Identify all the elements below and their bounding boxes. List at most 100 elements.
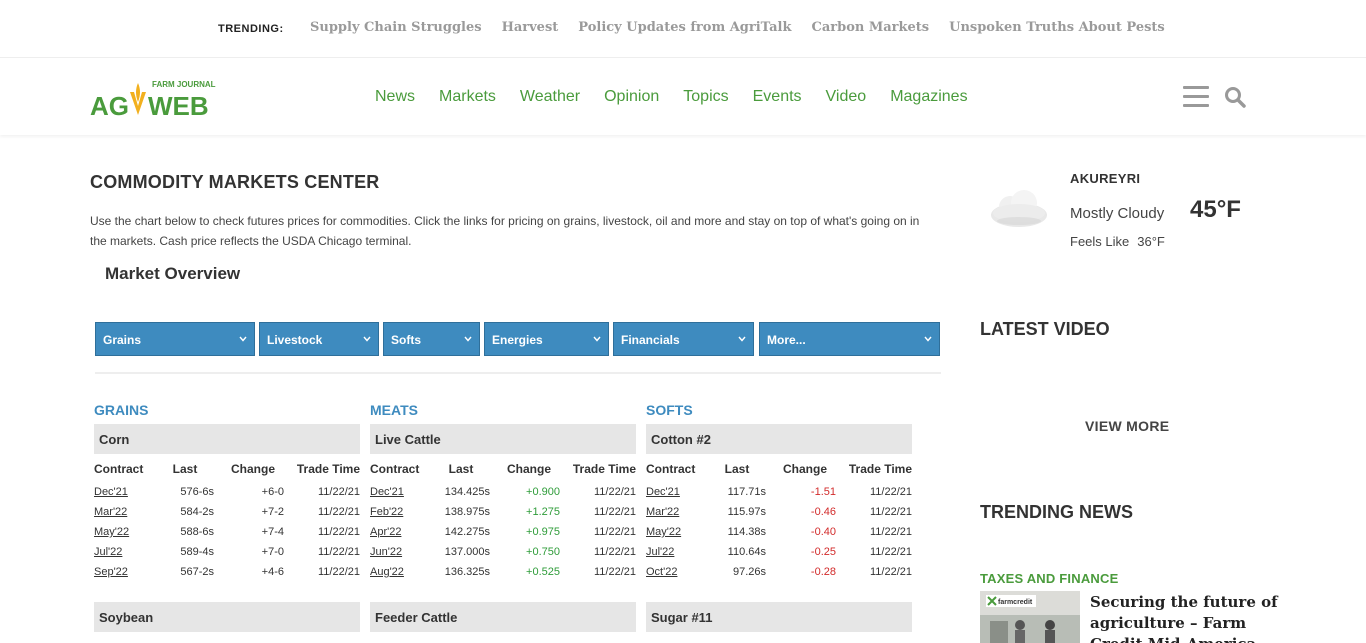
header-last: Last <box>448 462 474 476</box>
table-row: Aug'22 136.325s +0.525 11/22/21 <box>370 562 636 582</box>
contract-link[interactable]: Dec'21 <box>94 486 128 498</box>
contract-link[interactable]: Apr'22 <box>370 526 402 538</box>
nav-events[interactable]: Events <box>752 88 802 105</box>
market-overview-title: Market Overview <box>105 264 241 283</box>
market-tabs: Grains Livestock Softs Energies Financia… <box>95 322 941 356</box>
last-price: 584-2s <box>180 506 214 518</box>
intro-text: Use the chart below to check futures pri… <box>90 214 920 248</box>
quote-rows: Dec'21 117.71s -1.51 11/22/21 Mar'22 115.97s -… <box>646 482 912 582</box>
tab-livestock[interactable]: Livestock <box>259 322 379 356</box>
search-icon[interactable] <box>1224 86 1246 108</box>
contract-link[interactable]: Jul'22 <box>94 546 123 558</box>
contract-link[interactable]: Feb'22 <box>370 506 404 518</box>
news-headline-link[interactable]: Securing the future of agriculture – Far… <box>1090 593 1278 643</box>
price-change: -0.28 <box>810 566 836 578</box>
tab-more[interactable]: More... <box>759 322 940 356</box>
feels-like-label: Feels Like <box>1070 234 1130 249</box>
last-price: 589-4s <box>180 546 214 558</box>
contract-link[interactable]: Oct'22 <box>646 566 678 578</box>
chevron-down-icon <box>924 336 932 342</box>
contract-link[interactable]: Sep'22 <box>94 566 128 578</box>
contract-link[interactable]: May'22 <box>94 526 130 538</box>
news-thumbnail[interactable]: farmcredit <box>980 591 1080 643</box>
nav-weather[interactable]: Weather <box>519 88 581 105</box>
price-change: -0.25 <box>810 546 836 558</box>
header-change: Change <box>230 462 275 476</box>
nav-opinion[interactable]: Opinion <box>604 88 660 105</box>
market-category-title[interactable]: GRAINS <box>94 402 149 418</box>
price-change: +7-4 <box>261 526 284 538</box>
hamburger-menu-icon[interactable] <box>1183 86 1209 108</box>
chevron-down-icon <box>363 336 371 342</box>
nav-magazines[interactable]: Magazines <box>890 88 968 105</box>
commodity-group-header: Cotton #2 <box>646 424 912 454</box>
tab-label: More... <box>767 333 806 347</box>
table-row: Dec'21 576-6s +6-0 11/22/21 <box>94 482 360 502</box>
contract-link[interactable]: Jun'22 <box>370 546 403 558</box>
last-price: 115.97s <box>727 506 766 518</box>
contract-link[interactable]: Mar'22 <box>94 506 128 518</box>
contract-link[interactable]: Aug'22 <box>370 566 404 578</box>
last-price: 117.71s <box>727 486 766 498</box>
main-nav: News Markets Weather Opinion Topics Even… <box>375 88 968 106</box>
commodity-group-header: Sugar #11 <box>646 602 912 632</box>
trending-link-supply-chain[interactable]: Supply Chain Struggles <box>310 20 482 35</box>
table-row: Dec'21 134.425s +0.900 11/22/21 <box>370 482 636 502</box>
tab-financials[interactable]: Financials <box>613 322 754 356</box>
table-row: Jul'22 589-4s +7-0 11/22/21 <box>94 542 360 562</box>
market-category-title[interactable]: MEATS <box>370 402 418 418</box>
table-row: May'22 114.38s -0.40 11/22/21 <box>646 522 912 542</box>
agweb-logo[interactable]: FARM JOURNAL AG WEB <box>90 78 220 118</box>
trade-time: 11/22/21 <box>869 526 912 538</box>
nav-video[interactable]: Video <box>825 88 867 105</box>
last-price: 137.000s <box>444 546 490 558</box>
last-price: 97.26s <box>732 566 766 578</box>
trending-link-harvest[interactable]: Harvest <box>501 20 559 35</box>
tab-grains[interactable]: Grains <box>95 322 255 356</box>
trending-bar: TRENDING: Supply Chain Struggles Harvest… <box>0 0 1366 58</box>
quote-rows: Dec'21 576-6s +6-0 11/22/21 Mar'22 584-2s +7-2… <box>94 482 360 582</box>
chevron-down-icon <box>239 336 247 342</box>
quote-table-header: Contract Last Change Trade Time <box>646 454 912 476</box>
last-price: 576-6s <box>180 486 214 498</box>
trade-time: 11/22/21 <box>317 506 360 518</box>
last-price: 134.425s <box>444 486 490 498</box>
quote-table-header: Contract Last Change Trade Time <box>94 454 360 476</box>
tab-label: Grains <box>103 333 142 347</box>
trade-time: 11/22/21 <box>593 566 636 578</box>
table-row: Apr'22 142.275s +0.975 11/22/21 <box>370 522 636 542</box>
trade-time: 11/22/21 <box>317 566 360 578</box>
trade-time: 11/22/21 <box>593 486 636 498</box>
trending-link-pests[interactable]: Unspoken Truths About Pests <box>949 20 1165 35</box>
trending-link-carbon-markets[interactable]: Carbon Markets <box>811 20 930 35</box>
market-column-grains: GRAINS Corn Contract Last Change Trade T… <box>94 402 360 632</box>
trending-link-policy-updates[interactable]: Policy Updates from AgriTalk <box>578 20 792 35</box>
tab-label: Energies <box>492 333 543 347</box>
contract-link[interactable]: Dec'21 <box>646 486 680 498</box>
contract-link[interactable]: May'22 <box>646 526 682 538</box>
price-change: +0.750 <box>526 546 560 558</box>
contract-link[interactable]: Dec'21 <box>370 486 404 498</box>
contract-link[interactable]: Mar'22 <box>646 506 680 518</box>
svg-text:FARM JOURNAL: FARM JOURNAL <box>152 80 216 89</box>
contract-link[interactable]: Jul'22 <box>646 546 675 558</box>
view-more-link[interactable]: VIEW MORE <box>1085 418 1170 434</box>
nav-markets[interactable]: Markets <box>439 88 496 105</box>
weather-condition: Mostly Cloudy <box>1070 205 1165 222</box>
nav-topics[interactable]: Topics <box>683 88 729 105</box>
last-price: 142.275s <box>444 526 490 538</box>
tab-energies[interactable]: Energies <box>484 322 609 356</box>
chevron-down-icon <box>593 336 601 342</box>
tab-softs[interactable]: Softs <box>383 322 480 356</box>
news-category-link[interactable]: TAXES AND FINANCE <box>980 571 1119 586</box>
trending-label: TRENDING: <box>218 23 284 35</box>
header-contract: Contract <box>370 462 420 476</box>
trending-links: Supply Chain Struggles Harvest Policy Up… <box>310 20 1165 35</box>
market-category-title[interactable]: SOFTS <box>646 402 693 418</box>
header-last: Last <box>724 462 750 476</box>
tabs-divider <box>95 372 941 374</box>
svg-text:AG: AG <box>90 91 129 118</box>
price-change: +0.900 <box>526 486 560 498</box>
trade-time: 11/22/21 <box>317 546 360 558</box>
nav-news[interactable]: News <box>375 88 416 105</box>
